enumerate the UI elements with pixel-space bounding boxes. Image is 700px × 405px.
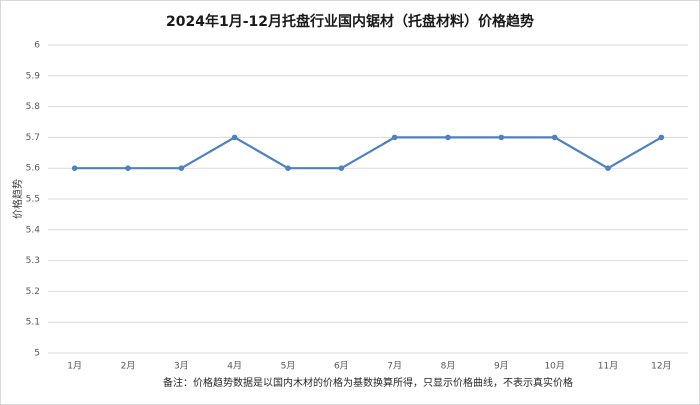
y-tick-label: 5.4: [26, 225, 41, 235]
marker: [231, 134, 238, 141]
line: [74, 136, 662, 170]
x-tick-label: 4月: [227, 361, 242, 372]
x-tick-label: 9月: [494, 361, 509, 372]
marker: [605, 165, 611, 171]
x-tick-label: 8月: [441, 361, 456, 372]
y-tick-label: 5: [34, 349, 40, 359]
x-tick-label: 3月: [174, 361, 189, 372]
marker: [285, 165, 291, 171]
marker: [391, 134, 398, 141]
marker: [338, 165, 345, 171]
x-tick-label: 7月: [387, 361, 402, 372]
x-tick-label: 2月: [121, 361, 136, 372]
x-tick-label: 6月: [334, 361, 349, 372]
x-tick-label: 12月: [651, 361, 671, 372]
y-tick-label: 6: [34, 41, 40, 51]
y-tick-label: 5.9: [26, 71, 41, 81]
x-tick-label: 5月: [281, 361, 296, 372]
chart-title: 2024年1月-12月托盘行业国内锯材（托盘材料）价格趋势: [166, 13, 534, 30]
x-tick-label: 10月: [544, 361, 564, 372]
y-tick-label: 5.1: [26, 318, 40, 328]
marker: [178, 165, 185, 171]
x-tick-label: 11月: [598, 361, 618, 372]
y-tick-label: 5.2: [26, 287, 40, 297]
y-axis-label: 价格趋势: [11, 179, 24, 219]
marker: [71, 165, 78, 171]
marker: [498, 134, 505, 141]
marker: [551, 134, 558, 141]
y-tick-label: 5.6: [26, 164, 41, 174]
marker: [658, 134, 665, 141]
y-tick-label: 5.3: [26, 256, 40, 266]
y-tick-label: 5.8: [26, 102, 41, 112]
y-tick-label: 5.5: [26, 195, 40, 205]
marker: [125, 165, 131, 171]
x-tick-label: 1月: [67, 361, 82, 372]
note: 备注：价格趋势数据是以国内木材的价格为基数换算所得，只显示价格曲线，不表示真实价…: [163, 376, 573, 389]
y-tick-label: 5.7: [26, 133, 40, 143]
marker: [445, 134, 451, 141]
